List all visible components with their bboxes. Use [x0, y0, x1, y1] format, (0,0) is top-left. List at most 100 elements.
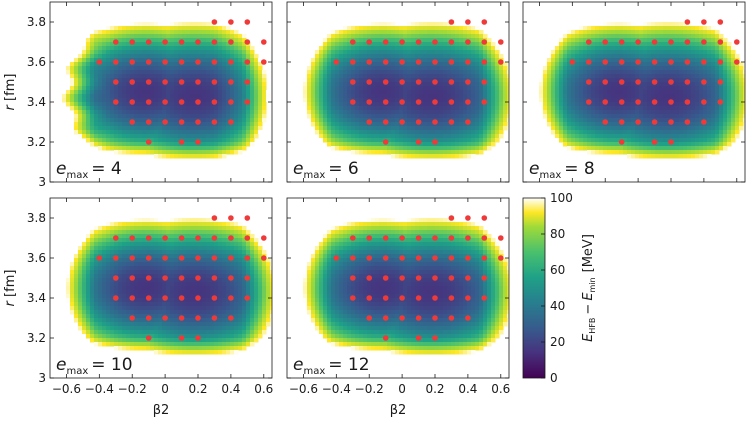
y-tick-label: 3: [38, 175, 46, 189]
sample-point: [618, 79, 625, 85]
y-tick-label: 3.6: [27, 251, 46, 265]
axes: 3 3.2 3.4 3.6 3.8 r [fm] 3 3.2 3.4 3.6 3.8 r [fm] −0…: [3, 15, 510, 418]
sample-point: [129, 315, 135, 321]
sample-point: [465, 39, 471, 45]
sample-point: [113, 295, 119, 301]
panel-label: emax = 8: [529, 159, 595, 181]
colorbar-tick-label: 20: [550, 335, 565, 349]
sample-point: [178, 119, 185, 125]
energy-field: [303, 218, 509, 355]
sample-points: [333, 19, 504, 145]
sample-point: [432, 255, 438, 261]
sample-point: [635, 99, 641, 105]
sample-point: [244, 39, 251, 45]
sample-point: [399, 119, 405, 125]
sample-point: [382, 235, 389, 241]
sample-point: [618, 99, 625, 105]
y-tick-label: 3.2: [27, 135, 46, 149]
sample-point: [350, 295, 356, 301]
sample-points: [96, 19, 267, 145]
colorbar-gradient: [522, 197, 546, 379]
energy-field: [66, 218, 272, 355]
sample-point: [162, 315, 168, 321]
sample-point: [651, 79, 658, 85]
sample-point: [211, 275, 218, 281]
sample-point: [228, 19, 234, 25]
sample-point: [701, 39, 707, 45]
sample-point: [498, 235, 504, 241]
sample-point: [195, 59, 201, 65]
sample-point: [178, 99, 185, 105]
sample-point: [366, 255, 373, 261]
sample-point: [366, 295, 373, 301]
sample-point: [432, 99, 438, 105]
sample-point: [244, 275, 251, 281]
sample-point: [195, 99, 201, 105]
x-tick-label: 0.2: [188, 382, 207, 396]
panel-frame: [49, 1, 273, 183]
sample-point: [178, 295, 185, 301]
sample-point: [498, 39, 504, 45]
sample-point: [481, 235, 488, 241]
sample-point: [366, 275, 373, 281]
sample-point: [465, 295, 471, 301]
y-tick-label: 3.4: [27, 291, 46, 305]
panel-label: emax = 4: [56, 159, 122, 181]
sample-point: [448, 59, 455, 65]
sample-point: [415, 335, 422, 341]
sample-point: [211, 315, 218, 321]
sample-point: [701, 119, 707, 125]
sample-point: [399, 315, 405, 321]
sample-point: [602, 99, 608, 105]
sample-point: [415, 295, 422, 301]
sample-point: [399, 295, 405, 301]
sample-point: [162, 99, 168, 105]
y-axis-label: r [fm]: [3, 74, 18, 111]
sample-point: [145, 99, 152, 105]
sample-point: [481, 295, 488, 301]
sample-point: [211, 119, 218, 125]
sample-point: [195, 295, 201, 301]
y-tick-label: 3: [38, 371, 46, 385]
panel-frame: [286, 197, 510, 379]
sample-point: [481, 99, 488, 105]
sample-point: [162, 235, 168, 241]
sample-point: [195, 139, 201, 145]
sample-point: [162, 39, 168, 45]
sample-point: [244, 19, 251, 25]
sample-point: [162, 295, 168, 301]
sample-point: [228, 235, 234, 241]
sample-point: [684, 39, 691, 45]
sample-point: [350, 275, 356, 281]
sample-point: [382, 275, 389, 281]
sample-point: [228, 275, 234, 281]
sample-point: [178, 275, 185, 281]
sample-point: [228, 59, 234, 65]
panel-1: emax = 4: [49, 1, 273, 183]
colorbar-label: EHFB−Emin[MeV]: [581, 234, 597, 342]
sample-point: [618, 119, 625, 125]
sample-point: [178, 255, 185, 261]
sample-point: [178, 335, 185, 341]
sample-point: [244, 99, 251, 105]
sample-point: [382, 255, 389, 261]
panel-4: emax = 10: [49, 197, 273, 379]
sample-point: [211, 295, 218, 301]
sample-point: [432, 335, 438, 341]
sample-point: [465, 59, 471, 65]
sample-point: [211, 255, 218, 261]
sample-point: [178, 315, 185, 321]
sample-point: [415, 255, 422, 261]
sample-point: [432, 275, 438, 281]
sample-point: [382, 99, 389, 105]
sample-point: [382, 119, 389, 125]
sample-point: [465, 215, 471, 221]
sample-point: [113, 79, 119, 85]
sample-point: [129, 39, 135, 45]
sample-point: [162, 59, 168, 65]
sample-point: [162, 119, 168, 125]
sample-point: [432, 295, 438, 301]
sample-point: [734, 59, 740, 65]
sample-point: [432, 139, 438, 145]
